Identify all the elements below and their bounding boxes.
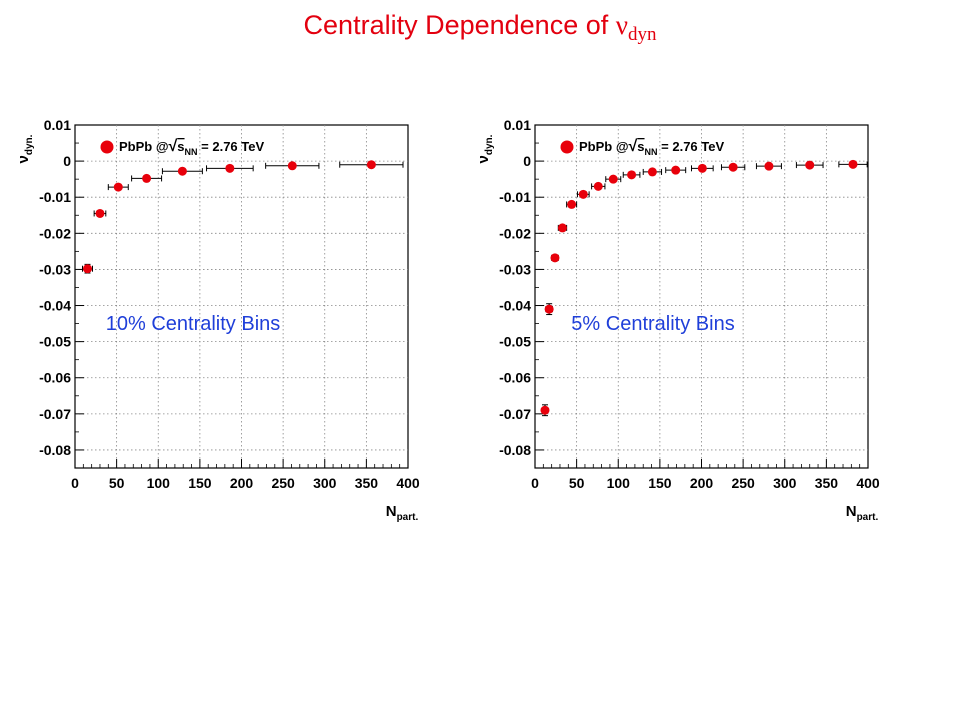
left-ytick-label-7: -0.06 bbox=[39, 370, 71, 386]
right-data-point-8 bbox=[627, 170, 637, 180]
right-ytick-label-2: -0.01 bbox=[499, 189, 531, 205]
right-xtick-label-8: 400 bbox=[856, 475, 880, 491]
right-ytick-label-3: -0.02 bbox=[499, 225, 531, 241]
right-data-point-9 bbox=[647, 167, 657, 177]
left-data-point-7 bbox=[366, 160, 376, 170]
title-symbol: ν bbox=[615, 10, 628, 40]
left-ytick-label-0: 0.01 bbox=[44, 117, 71, 133]
left-xtick-label-5: 250 bbox=[271, 475, 295, 491]
chart-10pct-bins-svg: 0 50 100 150 200 250 300 350 400 0.01 0 -0.01 -0.02 -… bbox=[15, 117, 420, 523]
right-xaxis-title: Npart. bbox=[846, 503, 879, 523]
right-legend-label: PbPb @√sNN = 2.76 TeV bbox=[579, 138, 724, 157]
right-ytick-label-1: 0 bbox=[523, 153, 531, 169]
right-legend-marker bbox=[560, 140, 574, 154]
right-data-point-3 bbox=[557, 223, 567, 233]
left-data-point-4 bbox=[177, 166, 187, 176]
right-data-point-2 bbox=[550, 253, 560, 263]
right-data-point-10 bbox=[671, 165, 681, 175]
left-data-point-5 bbox=[225, 163, 235, 173]
chart-10pct-bins: 0 50 100 150 200 250 300 350 400 0.01 0 -0.01 -0.02 -… bbox=[10, 95, 450, 535]
left-xtick-label-1: 50 bbox=[109, 475, 125, 491]
right-data-point-0 bbox=[540, 405, 550, 415]
chart-5pct-bins: 0 50 100 150 200 250 300 350 400 0.01 0 -0.01 -0.02 -… bbox=[470, 95, 910, 535]
left-ytick-label-9: -0.08 bbox=[39, 442, 71, 458]
left-ytick-label-6: -0.05 bbox=[39, 334, 71, 350]
left-xtick-label-6: 300 bbox=[313, 475, 337, 491]
right-ytick-label-8: -0.07 bbox=[499, 406, 531, 422]
right-xtick-label-2: 100 bbox=[607, 475, 631, 491]
left-xtick-label-8: 400 bbox=[396, 475, 420, 491]
left-xtick-label-7: 350 bbox=[355, 475, 379, 491]
left-xtick-label-4: 200 bbox=[230, 475, 254, 491]
left-ytick-label-8: -0.07 bbox=[39, 406, 71, 422]
left-data-point-3 bbox=[142, 173, 152, 183]
right-ytick-label-5: -0.04 bbox=[499, 298, 531, 314]
left-ytick-label-4: -0.03 bbox=[39, 261, 71, 277]
chart-5pct-bins-svg: 0 50 100 150 200 250 300 350 400 0.01 0 -0.01 -0.02 -… bbox=[475, 117, 880, 523]
right-ytick-label-6: -0.05 bbox=[499, 334, 531, 350]
right-xtick-label-0: 0 bbox=[531, 475, 539, 491]
right-yaxis-title: νdyn. bbox=[475, 134, 495, 163]
right-data-point-12 bbox=[728, 162, 738, 172]
left-legend-marker bbox=[100, 140, 114, 154]
left-ytick-label-2: -0.01 bbox=[39, 189, 71, 205]
title-subscript: dyn bbox=[627, 24, 657, 45]
right-data-point-5 bbox=[578, 189, 588, 199]
right-xtick-label-3: 150 bbox=[648, 475, 672, 491]
right-xtick-label-4: 200 bbox=[690, 475, 714, 491]
left-yaxis-title: νdyn. bbox=[15, 134, 35, 163]
left-legend-label: PbPb @√sNN = 2.76 TeV bbox=[119, 138, 264, 157]
right-xtick-label-6: 300 bbox=[773, 475, 797, 491]
right-data-point-13 bbox=[764, 161, 774, 171]
right-data-point-11 bbox=[697, 163, 707, 173]
page-title: Centrality Dependence of νdyn bbox=[0, 10, 960, 46]
left-ytick-label-5: -0.04 bbox=[39, 298, 71, 314]
title-text: Centrality Dependence of bbox=[303, 10, 616, 40]
right-ytick-label-0: 0.01 bbox=[504, 117, 531, 133]
right-ytick-label-7: -0.06 bbox=[499, 370, 531, 386]
right-xtick-label-7: 350 bbox=[815, 475, 839, 491]
left-ytick-label-3: -0.02 bbox=[39, 225, 71, 241]
right-data-point-6 bbox=[593, 181, 603, 191]
left-data-point-6 bbox=[287, 161, 297, 171]
right-xtick-label-5: 250 bbox=[731, 475, 755, 491]
left-plot-frame bbox=[74, 124, 409, 469]
left-annotation: 10% Centrality Bins bbox=[106, 313, 281, 335]
left-xtick-label-3: 150 bbox=[188, 475, 212, 491]
right-plot-frame bbox=[534, 124, 869, 469]
left-xaxis-title: Npart. bbox=[386, 503, 419, 523]
left-ytick-label-1: 0 bbox=[63, 153, 71, 169]
left-xtick-label-2: 100 bbox=[147, 475, 171, 491]
right-data-point-14 bbox=[805, 160, 815, 170]
right-annotation: 5% Centrality Bins bbox=[571, 313, 734, 335]
left-xtick-label-0: 0 bbox=[71, 475, 79, 491]
right-data-point-7 bbox=[608, 174, 618, 184]
left-data-point-1 bbox=[95, 208, 105, 218]
right-data-point-1 bbox=[544, 304, 554, 314]
right-data-point-15 bbox=[848, 159, 858, 169]
right-xtick-label-1: 50 bbox=[569, 475, 585, 491]
right-data-point-4 bbox=[567, 199, 577, 209]
right-ytick-label-9: -0.08 bbox=[499, 442, 531, 458]
left-data-point-0 bbox=[82, 264, 92, 274]
right-ytick-label-4: -0.03 bbox=[499, 261, 531, 277]
left-data-point-2 bbox=[113, 182, 123, 192]
